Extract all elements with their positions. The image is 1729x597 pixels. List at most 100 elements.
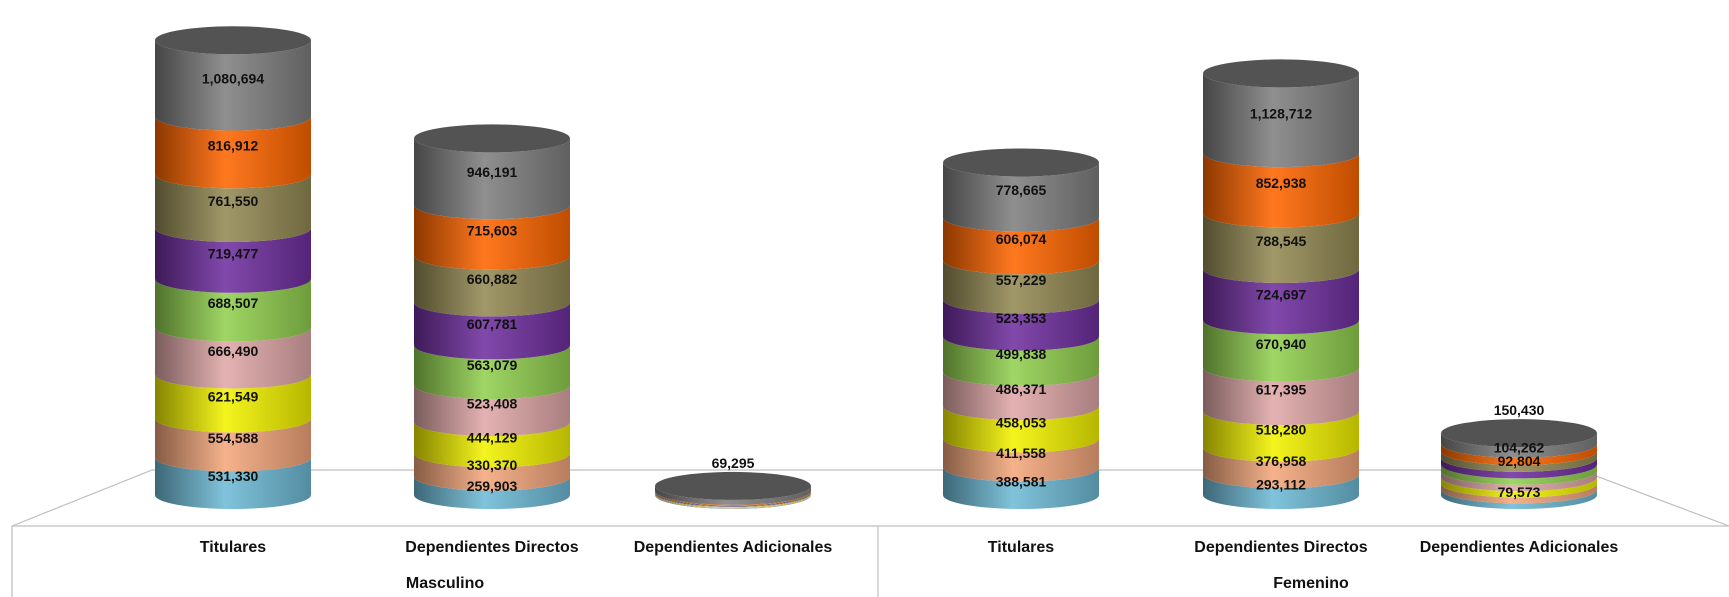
- bar-top-cap: [1203, 59, 1359, 88]
- bar-segment: [943, 162, 1099, 232]
- data-label: 554,588: [208, 430, 259, 446]
- data-label: 688,507: [208, 295, 259, 311]
- bar-segment: [655, 485, 811, 505]
- data-label: 411,558: [996, 445, 1046, 461]
- bar-segment: [414, 453, 570, 491]
- data-label: 563,079: [467, 357, 518, 373]
- bar-segment: [414, 345, 570, 400]
- data-label: 458,053: [996, 414, 1047, 430]
- bar-segment: [1441, 483, 1597, 504]
- bar-segment: [155, 327, 311, 389]
- data-label-total: 69,295: [712, 455, 755, 471]
- data-label: 660,882: [467, 271, 518, 287]
- bar-segment: [1441, 470, 1597, 492]
- data-label: 715,603: [467, 222, 518, 238]
- bar-segment: [1441, 464, 1597, 485]
- bar-segment: [943, 438, 1099, 482]
- bar-top-cap: [943, 148, 1099, 177]
- category-label: Dependientes Directos: [405, 539, 578, 556]
- data-label: 670,940: [1256, 336, 1307, 352]
- bar-segment: [943, 299, 1099, 351]
- data-label: 388,581: [996, 473, 1047, 489]
- data-label: 788,545: [1256, 233, 1307, 249]
- data-label: 92,804: [1498, 453, 1541, 469]
- data-label: 761,550: [208, 193, 259, 209]
- bar-segment: [943, 467, 1099, 509]
- bar-segment: [414, 205, 570, 270]
- data-label: 523,408: [467, 395, 518, 411]
- chart-floor: [11, 469, 1729, 597]
- bar-segment: [414, 476, 570, 509]
- data-label: 724,697: [1256, 287, 1307, 303]
- bar-segment: [155, 116, 311, 189]
- data-label: 852,938: [1256, 175, 1307, 191]
- bar-segment: [1203, 320, 1359, 382]
- data-label: 719,477: [208, 245, 259, 261]
- bar-segment: [414, 302, 570, 360]
- data-label: 444,129: [467, 430, 518, 446]
- data-label: 778,665: [996, 182, 1047, 198]
- bar-segment: [1203, 411, 1359, 462]
- bar-segment: [1203, 213, 1359, 283]
- bar-segment: [943, 260, 1099, 314]
- bar-segment: [1441, 457, 1597, 479]
- bar-segment: [943, 336, 1099, 386]
- group-label: Masculino: [406, 575, 484, 592]
- data-label: 666,490: [208, 343, 259, 359]
- data-label: 1,128,712: [1250, 105, 1312, 121]
- data-label: 816,912: [208, 137, 259, 153]
- bar-segment: [1441, 443, 1597, 466]
- bar-segment: [155, 40, 311, 131]
- data-label: 557,229: [996, 272, 1047, 288]
- group-label: Femenino: [1273, 575, 1349, 592]
- bar-segment: [155, 278, 311, 342]
- bar-femenino-dependientes-directos: [1203, 59, 1359, 509]
- bar-segment: [1441, 477, 1597, 498]
- category-label: Dependientes Directos: [1194, 539, 1367, 556]
- category-label: Titulares: [988, 539, 1055, 556]
- bar-segment: [414, 421, 570, 468]
- data-label: 523,353: [996, 310, 1047, 326]
- data-label: 1,080,694: [202, 70, 264, 86]
- data-label: 486,371: [996, 381, 1047, 397]
- data-label: 499,838: [996, 346, 1047, 362]
- data-label: 376,958: [1256, 453, 1307, 469]
- bar-segment: [155, 418, 311, 472]
- category-label: Dependientes Adicionales: [634, 539, 833, 556]
- data-label: 617,395: [1256, 381, 1307, 397]
- bar-segment: [1203, 268, 1359, 335]
- bar-segment: [1203, 447, 1359, 489]
- bar-top-cap: [1441, 419, 1597, 448]
- data-label: 946,191: [467, 164, 518, 180]
- data-label: 607,781: [467, 316, 518, 332]
- bar-segment: [943, 406, 1099, 453]
- bar-femenino-dependientes-adicionales: [1441, 419, 1597, 509]
- bar-top-cap: [655, 471, 811, 500]
- bar-femenino-titulares: [943, 148, 1099, 509]
- bar-segment: [414, 385, 570, 436]
- data-label: 621,549: [208, 388, 259, 404]
- bar-masculino-dependientes-adicionales: [655, 471, 811, 509]
- data-label: 293,112: [1256, 477, 1306, 493]
- bar-segment: [943, 371, 1099, 421]
- bar-segment: [1203, 367, 1359, 426]
- bar-segment: [155, 374, 311, 433]
- data-label: 79,573: [1498, 484, 1541, 500]
- bar-segment: [1441, 489, 1597, 509]
- category-label: Titulares: [200, 539, 267, 556]
- bar-segment: [414, 138, 570, 220]
- bar-segment: [1441, 433, 1597, 458]
- bar-segment: [1441, 451, 1597, 472]
- bar-top-cap: [414, 124, 570, 153]
- bar-masculino-titulares: [155, 26, 311, 509]
- bar-top-cap: [155, 26, 311, 55]
- bar-segment: [1203, 474, 1359, 509]
- bar-segment: [1203, 153, 1359, 228]
- data-label: 104,262: [1494, 439, 1545, 455]
- data-label: 606,074: [996, 231, 1047, 247]
- bar-segment: [414, 255, 570, 317]
- data-label: 518,280: [1256, 421, 1307, 437]
- category-label: Dependientes Adicionales: [1420, 539, 1619, 556]
- bar-segment: [1203, 73, 1359, 168]
- bar-segment: [155, 457, 311, 509]
